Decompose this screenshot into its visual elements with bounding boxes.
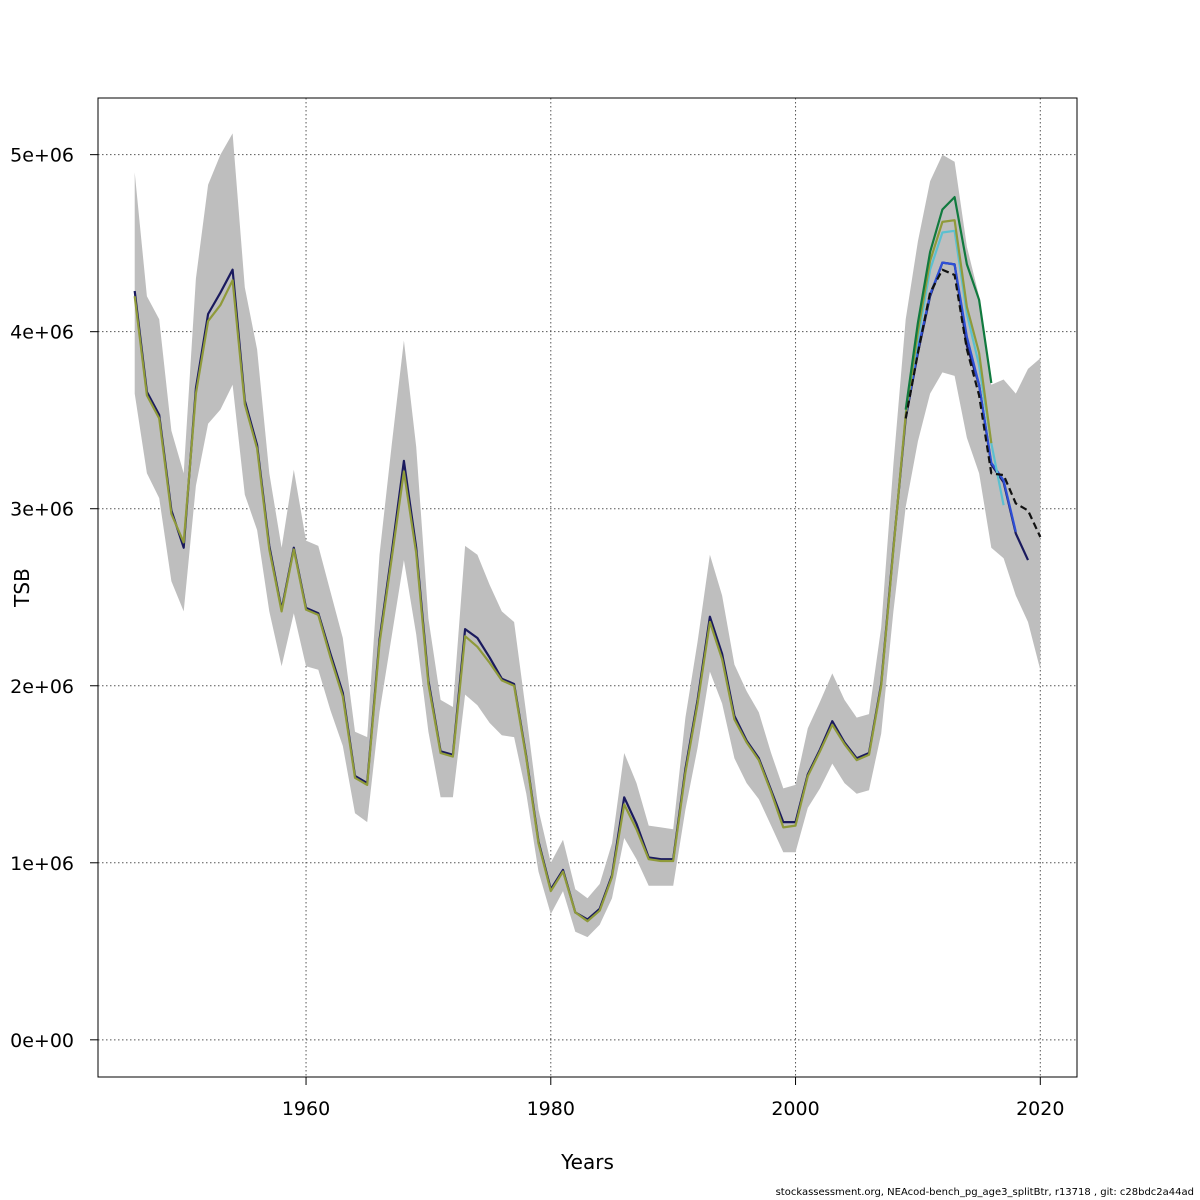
y-tick-label: 1e+06 [10, 853, 74, 875]
series-line-4 [133, 219, 993, 923]
x-tick-label: 1980 [527, 1098, 575, 1120]
y-axis-title: TSB [10, 568, 34, 608]
y-tick-label: 2e+06 [10, 676, 74, 698]
x-tick-label: 2020 [1016, 1098, 1064, 1120]
confidence-band [134, 133, 1041, 938]
x-tick-label: 2000 [771, 1098, 819, 1120]
y-tick-label: 0e+00 [10, 1030, 74, 1052]
series-line-6 [904, 268, 1042, 538]
x-tick-label: 1960 [282, 1098, 330, 1120]
confidence-band-group [134, 133, 1041, 938]
y-tick-label: 3e+06 [10, 499, 74, 521]
series-line-5 [904, 196, 993, 410]
x-axis-title: Years [560, 1150, 614, 1174]
y-tick-label: 5e+06 [10, 145, 74, 167]
axes: 1960 1980 2000 2020 0e+00 1e+06 2e+06 3e+06 4e+0… [10, 145, 1064, 1120]
y-tick-label: 4e+06 [10, 322, 74, 344]
plot-frame [97, 97, 1078, 1078]
footer-credit: stockassessment.org, NEAcod-bench_pg_age… [775, 1187, 1194, 1198]
series-lines [133, 196, 1042, 923]
